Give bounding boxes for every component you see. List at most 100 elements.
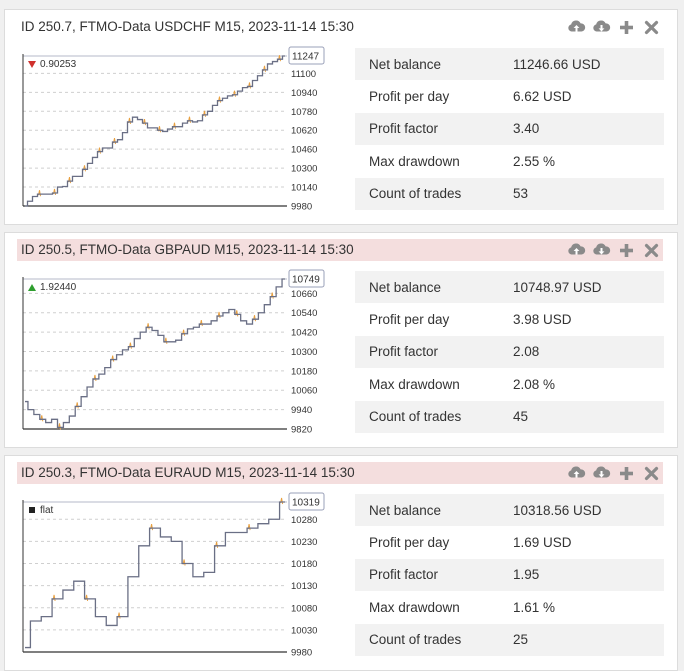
stat-row: Max drawdown 1.61 % [355,591,664,623]
cloud-download-icon[interactable] [592,18,611,37]
y-tick-label: 10620 [291,126,317,137]
y-tick-label: 9940 [291,405,312,416]
stat-value: 1.61 % [513,599,556,615]
last-value-label: 10749 [292,275,320,286]
cloud-upload-icon[interactable] [567,464,586,483]
price-value: flat [40,505,54,516]
stat-value: 6.62 USD [513,89,572,105]
strategy-panel: ID 250.7, FTMO-Data USDCHF M15, 2023-11-… [4,9,678,225]
last-value-label: 11247 [292,52,320,63]
panel-title: ID 250.7, FTMO-Data USDCHF M15, 2023-11-… [21,19,354,34]
last-value-box [288,492,325,511]
last-value-box [288,46,325,65]
stat-label: Max drawdown [369,376,460,392]
y-tick-label: 10180 [291,559,317,570]
stat-label: Profit factor [369,121,439,137]
y-tick-label: 9980 [291,648,312,659]
stat-value: 3.98 USD [513,312,572,328]
panel-toolbar [567,241,661,260]
stats-table: Net balance 10748.97 USD Profit per day 3.9… [355,271,664,433]
stat-row: Count of trades 53 [355,177,664,210]
stat-label: Count of trades [369,186,462,202]
stat-value: 1.95 [513,567,540,583]
close-icon[interactable] [642,18,661,37]
stat-row: Profit per day 1.69 USD [355,526,664,558]
equity-chart: 10660 10540 10420 10300 10180 10060 9940 9820 1.… [19,269,329,437]
stat-label: Max drawdown [369,599,460,615]
stat-label: Count of trades [369,632,462,648]
equity-line [25,501,285,649]
y-tick-label: 10060 [291,386,317,397]
equity-line [25,278,285,429]
strategy-panel: ID 250.3, FTMO-Data EURAUD M15, 2023-11-… [4,455,678,671]
y-tick-label: 10080 [291,603,317,614]
stat-row: Profit factor 3.40 [355,112,664,146]
plus-icon[interactable] [617,18,636,37]
last-value-label: 10319 [292,498,320,509]
price-indicator: 0.90253 [28,59,77,70]
stat-value: 2.08 % [513,376,556,392]
y-tick-label: 10230 [291,537,317,548]
stats-table: Net balance 11246.66 USD Profit per day 6.6… [355,48,664,210]
cloud-download-icon[interactable] [592,241,611,260]
stat-row: Max drawdown 2.55 % [355,145,664,177]
y-tick-label: 10300 [291,164,317,175]
panel-toolbar [567,18,661,37]
stat-label: Profit per day [369,312,450,328]
y-tick-label: 10180 [291,366,317,377]
stat-label: Net balance [369,279,442,295]
trend-down-icon [28,61,36,68]
stat-value: 11246.66 USD [513,56,601,72]
cloud-download-icon[interactable] [592,464,611,483]
last-value-box [288,269,325,288]
equity-line [25,55,285,207]
equity-chart-svg: 11100 10940 10780 10620 10460 10300 10140 9980 0… [22,46,325,213]
flat-icon [29,507,35,513]
y-tick-label: 10420 [291,328,317,339]
stat-label: Net balance [369,56,442,72]
stat-row: Profit per day 3.98 USD [355,303,664,335]
panel-title: ID 250.5, FTMO-Data GBPAUD M15, 2023-11-… [21,242,354,257]
stat-value: 2.08 [513,344,540,360]
plus-icon[interactable] [617,241,636,260]
stat-label: Profit per day [369,89,450,105]
y-tick-label: 10300 [291,347,317,358]
equity-spikes [52,497,284,619]
stat-value: 53 [513,186,529,202]
trend-up-icon [28,284,36,291]
plus-icon[interactable] [617,464,636,483]
cloud-upload-icon[interactable] [567,18,586,37]
y-tick-label: 10030 [291,625,317,636]
price-value: 1.92440 [40,282,77,293]
stat-label: Profit factor [369,567,439,583]
close-icon[interactable] [642,241,661,260]
stats-table: Net balance 10318.56 USD Profit per day 1.6… [355,494,664,656]
stat-row: Profit factor 1.95 [355,558,664,592]
close-icon[interactable] [642,464,661,483]
y-tick-label: 10280 [291,515,317,526]
y-tick-label: 10780 [291,107,317,118]
stat-row: Profit factor 2.08 [355,335,664,369]
stat-label: Net balance [369,502,442,518]
stat-value: 45 [513,409,529,425]
equity-chart: 10280 10230 10180 10130 10080 10030 9980 flat 10… [19,492,329,660]
stat-value: 10748.97 USD [513,279,602,295]
stat-row: Count of trades 25 [355,623,664,656]
price-indicator: flat [29,505,54,516]
panel-header: ID 250.7, FTMO-Data USDCHF M15, 2023-11-… [17,16,663,38]
y-tick-label: 10140 [291,183,317,194]
stat-row: Profit per day 6.62 USD [355,80,664,112]
panel-toolbar [567,464,661,483]
stat-row: Count of trades 45 [355,400,664,433]
y-tick-label: 9980 [291,202,312,213]
equity-chart: 11100 10940 10780 10620 10460 10300 10140 9980 0… [19,46,329,214]
stat-label: Count of trades [369,409,462,425]
stat-value: 2.55 % [513,153,556,169]
stat-value: 1.69 USD [513,535,572,551]
stat-row: Max drawdown 2.08 % [355,368,664,400]
cloud-upload-icon[interactable] [567,241,586,260]
stat-value: 25 [513,632,529,648]
y-tick-label: 10460 [291,145,317,156]
panel-header: ID 250.3, FTMO-Data EURAUD M15, 2023-11-… [17,462,663,484]
y-tick-label: 10940 [291,88,317,99]
